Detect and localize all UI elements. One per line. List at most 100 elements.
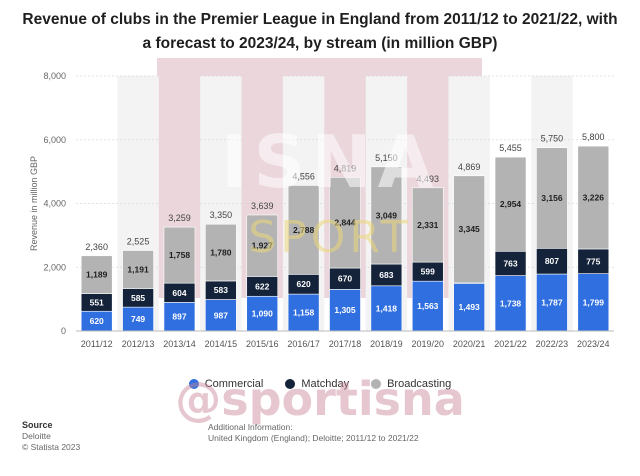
data-label: 763 (503, 258, 517, 268)
total-label: 3,350 (210, 210, 233, 220)
legend-marker-matchday (285, 379, 296, 389)
data-label: 1,927 (252, 241, 274, 251)
total-label: 4,819 (334, 163, 357, 173)
data-label: 1,780 (210, 248, 232, 258)
data-label: 987 (214, 310, 228, 320)
bar-segment-broadcasting (246, 214, 279, 277)
total-label: 4,493 (417, 174, 440, 184)
data-label: 551 (90, 297, 104, 307)
bar-segment-broadcasting (453, 175, 485, 283)
legend-label-matchday: Matchday (301, 378, 350, 390)
total-label: 2,525 (127, 237, 150, 247)
data-label: 604 (172, 288, 186, 298)
y-tick-label: 8,000 (43, 71, 66, 81)
total-label: 4,869 (458, 162, 481, 172)
x-tick-label: 2013/14 (163, 339, 196, 349)
data-label: 683 (379, 270, 393, 280)
data-label: 1,305 (334, 305, 356, 315)
x-tick-label: 2019/20 (411, 339, 444, 349)
data-label: 583 (214, 285, 228, 295)
x-tick-label: 2012/13 (122, 339, 155, 349)
data-label: 622 (255, 281, 269, 291)
x-tick-label: 2020/21 (453, 339, 486, 349)
total-label: 5,750 (541, 134, 564, 144)
data-label: 1,493 (459, 302, 481, 312)
bar-segment-commercial (163, 302, 196, 332)
data-label: 1,189 (86, 270, 108, 280)
additional-info: Additional Information: United Kingdom (… (208, 422, 419, 444)
bar-segment-matchday (577, 248, 610, 274)
bar-segment-broadcasting (163, 226, 196, 284)
data-label: 807 (545, 256, 559, 266)
data-label: 1,758 (169, 250, 191, 260)
bar-segment-broadcasting (536, 147, 568, 249)
x-tick-label: 2015/16 (246, 339, 279, 349)
total-label: 5,455 (499, 143, 522, 153)
data-label: 1,418 (376, 303, 398, 313)
bar-segment-commercial (536, 273, 568, 332)
x-tick-label: 2016/17 (287, 339, 320, 349)
y-tick-label: 2,000 (43, 262, 66, 272)
data-label: 1,563 (417, 301, 439, 311)
x-tick-label: 2023/24 (577, 339, 610, 349)
legend-item-broadcasting[interactable]: Broadcasting (371, 378, 451, 390)
data-label: 3,345 (459, 224, 481, 234)
data-label: 3,156 (541, 193, 563, 203)
data-label: 749 (131, 314, 145, 324)
additional-info-text: United Kingdom (England); Deloitte; 2011… (208, 433, 419, 443)
source-credit[interactable]: © Statista 2023 (22, 442, 81, 452)
total-label: 3,259 (168, 213, 191, 223)
chart-title: Revenue of clubs in the Premier League i… (22, 11, 618, 52)
data-label: 2,954 (500, 199, 522, 209)
x-tick-label: 2021/22 (494, 339, 527, 349)
watermark-logo: ISNA (220, 120, 440, 204)
bar-segment-commercial (453, 283, 485, 332)
total-label: 5,150 (375, 153, 398, 163)
data-label: 2,788 (293, 225, 315, 235)
bar-segment-broadcasting (494, 156, 527, 252)
bar-segment-broadcasting (80, 255, 113, 294)
bar-segment-broadcasting (329, 177, 361, 269)
data-label: 1,799 (583, 297, 605, 307)
y-axis-title: Revenue in million GBP (29, 156, 39, 251)
chart-legend: Commercial Matchday Broadcasting (0, 378, 640, 390)
bar-segment-broadcasting (370, 166, 403, 265)
y-tick-label: 6,000 (43, 135, 66, 145)
source-name[interactable]: Deloitte (22, 431, 51, 441)
data-label: 3,226 (583, 193, 605, 203)
data-label: 3,049 (376, 210, 398, 220)
data-label: 585 (131, 293, 145, 303)
bar-segment-broadcasting (287, 185, 320, 275)
total-label: 2,360 (85, 242, 108, 252)
x-tick-label: 2011/12 (81, 339, 113, 349)
legend-marker-commercial (188, 379, 199, 389)
bar-segment-commercial (411, 280, 444, 332)
legend-item-commercial[interactable]: Commercial (188, 378, 264, 390)
x-tick-label: 2014/15 (205, 339, 238, 349)
bar-segment-broadcasting (205, 223, 237, 282)
bar-segment-broadcasting (411, 187, 444, 263)
x-tick-label: 2017/18 (329, 339, 362, 349)
data-label: 1,090 (252, 309, 274, 319)
data-label: 1,738 (500, 298, 522, 308)
y-tick-label: 0 (61, 326, 66, 336)
additional-info-heading: Additional Information: (208, 422, 293, 432)
watermark-handle: @sportisna (175, 372, 465, 426)
data-label: 1,191 (127, 264, 149, 274)
bar-segment-commercial (287, 293, 320, 332)
legend-item-matchday[interactable]: Matchday (285, 378, 349, 390)
data-label: 2,844 (334, 218, 356, 228)
data-label: 599 (421, 267, 435, 277)
source-heading: Source (22, 420, 53, 430)
data-label: 775 (586, 256, 600, 266)
data-label: 670 (338, 274, 352, 284)
data-label: 897 (172, 312, 186, 322)
bar-segment-commercial (370, 285, 403, 332)
source-block: Source Deloitte © Statista 2023 (22, 420, 80, 453)
bar-segment-broadcasting (577, 145, 610, 250)
y-tick-label: 4,000 (43, 199, 66, 209)
bar-segment-commercial (577, 273, 610, 332)
data-label: 2,331 (417, 220, 439, 230)
legend-label-broadcasting: Broadcasting (387, 378, 452, 390)
legend-label-commercial: Commercial (204, 378, 264, 390)
